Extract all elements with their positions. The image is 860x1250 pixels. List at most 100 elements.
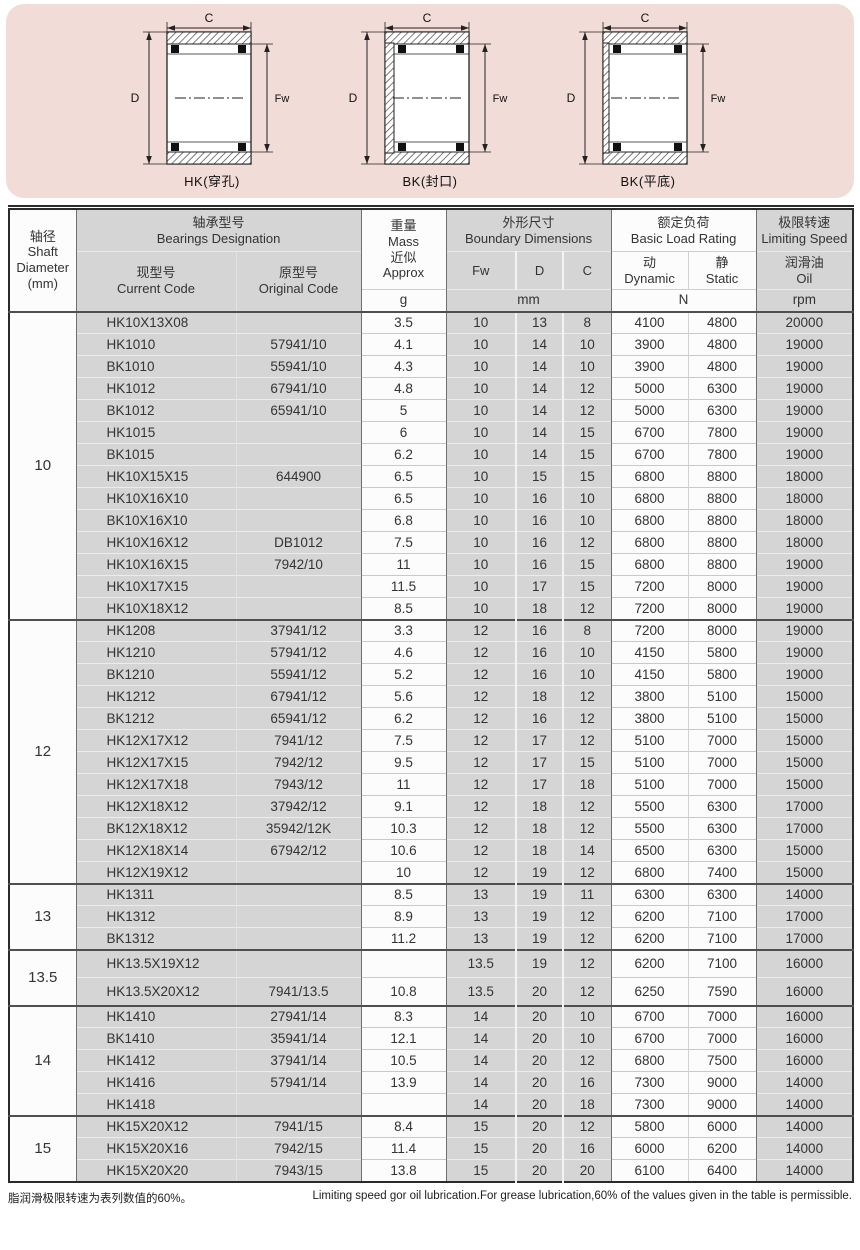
fw-cell: 12 [445, 751, 517, 774]
header-original-code: 原型号 Original Code [235, 251, 362, 312]
header-limiting-speed: 极限转速 Limiting Speed [755, 207, 854, 252]
static-load-cell: 7000 [687, 1004, 757, 1028]
c-cell: 16 [562, 1137, 612, 1160]
original-code-cell: 35942/12K [235, 817, 362, 840]
d-cell: 20 [515, 1159, 564, 1182]
table-body: 10 HK10X13X08 3.5 10 13 8 4100 4800 20000 HK1010 5… [9, 310, 854, 1182]
limiting-speed-cell: 20000 [755, 310, 854, 334]
limiting-speed-cell: 16000 [755, 1004, 854, 1028]
dynamic-load-cell: 6800 [610, 465, 689, 488]
table-row: BK12X18X12 35942/12K 10.3 12 18 12 5500 6300 170… [9, 817, 854, 840]
figure-label: BK(封口) [402, 174, 458, 189]
table-row: HK1015 6 10 14 15 6700 7800 19000 [9, 421, 854, 444]
original-code-cell: 7943/15 [235, 1159, 362, 1182]
c-cell: 12 [562, 861, 612, 884]
d-cell: 17 [515, 773, 564, 796]
current-code-cell: BK1210 [75, 663, 236, 686]
c-cell: 12 [562, 1114, 612, 1138]
d-cell: 17 [515, 751, 564, 774]
unit-dims: mm [445, 289, 612, 312]
mass-cell: 10 [360, 861, 447, 884]
limiting-speed-cell: 16000 [755, 948, 854, 978]
table-row: HK10X16X12 DB1012 7.5 10 16 12 6800 8800 18000 [9, 531, 854, 554]
limiting-speed-cell: 18000 [755, 487, 854, 510]
header-shaft-diameter: 轴径 Shaft Diameter (mm) [9, 207, 76, 312]
original-code-cell: 27941/14 [235, 1004, 362, 1028]
fw-cell: 13.5 [445, 948, 517, 978]
dynamic-load-cell: 6800 [610, 531, 689, 554]
c-cell: 10 [562, 1004, 612, 1028]
bearing-diagram-hk: C D Fw HK(穿孔) [127, 10, 297, 198]
static-load-cell: 7100 [687, 948, 757, 978]
original-code-cell: 7941/15 [235, 1114, 362, 1138]
dynamic-load-cell: 6500 [610, 839, 689, 862]
dynamic-load-cell: 7200 [610, 597, 689, 620]
original-code-cell [235, 882, 362, 906]
header-static: 静 Static [687, 251, 757, 290]
current-code-cell: HK1212 [75, 685, 236, 708]
header-oil: 润滑油 Oil [755, 251, 854, 290]
bearing-spec-section: 轴径 Shaft Diameter (mm) 轴承型号 Bearings Des… [8, 205, 855, 1206]
current-code-cell: BK1212 [75, 707, 236, 730]
d-cell: 16 [515, 641, 564, 664]
limiting-speed-cell: 19000 [755, 553, 854, 576]
header-c: C [562, 251, 612, 290]
fw-cell: 12 [445, 817, 517, 840]
bearing-spec-table: 轴径 Shaft Diameter (mm) 轴承型号 Bearings Des… [8, 205, 855, 1183]
bearing-cross-section: C D Fw [131, 11, 289, 165]
svg-text:C: C [423, 11, 432, 25]
static-load-cell: 7590 [687, 977, 757, 1006]
bearing-diagram-bk_flat: C D Fw BK(平底) [563, 10, 733, 198]
limiting-speed-cell: 17000 [755, 927, 854, 950]
table-row: BK1010 55941/10 4.3 10 14 10 3900 4800 19000 [9, 355, 854, 378]
d-cell: 17 [515, 729, 564, 752]
mass-cell: 6.5 [360, 465, 447, 488]
footnotes: 脂润滑极限转速为表列数值的60%。 Limiting speed gor oil… [8, 1190, 852, 1206]
original-code-cell [235, 310, 362, 334]
table-header: 轴径 Shaft Diameter (mm) 轴承型号 Bearings Des… [9, 207, 854, 312]
mass-cell: 10.8 [360, 977, 447, 1006]
table-row: HK1012 67941/10 4.8 10 14 12 5000 6300 19000 [9, 377, 854, 400]
mass-cell: 13.9 [360, 1071, 447, 1094]
current-code-cell: BK1012 [75, 399, 236, 422]
svg-text:D: D [567, 91, 576, 105]
mass-cell: 12.1 [360, 1027, 447, 1050]
d-cell: 17 [515, 575, 564, 598]
mass-cell: 8.9 [360, 905, 447, 928]
c-cell: 18 [562, 773, 612, 796]
table-row: 13.5 HK13.5X19X12 13.5 19 12 6200 7100 16000 [9, 948, 854, 1006]
c-cell: 10 [562, 487, 612, 510]
current-code-cell: HK12X18X14 [75, 839, 236, 862]
static-load-cell: 6300 [687, 377, 757, 400]
mass-cell: 11 [360, 553, 447, 576]
fw-cell: 14 [445, 1049, 517, 1072]
static-load-cell: 5800 [687, 663, 757, 686]
static-load-cell: 6300 [687, 795, 757, 818]
original-code-cell [235, 948, 362, 978]
svg-text:C: C [205, 11, 214, 25]
current-code-cell: HK1312 [75, 905, 236, 928]
original-code-cell: 67941/12 [235, 685, 362, 708]
d-cell: 18 [515, 817, 564, 840]
original-code-cell: 7942/12 [235, 751, 362, 774]
svg-text:Fw: Fw [493, 93, 508, 105]
current-code-cell: HK10X13X08 [75, 310, 236, 334]
original-code-cell [235, 421, 362, 444]
original-code-cell [235, 443, 362, 466]
dynamic-load-cell: 6300 [610, 882, 689, 906]
shaft-diameter-cell: 12 [9, 618, 76, 884]
dynamic-load-cell: 6200 [610, 927, 689, 950]
c-cell: 20 [562, 1159, 612, 1182]
header-mass: 重量 Mass 近似 Approx [360, 207, 447, 290]
header-basic-load-rating: 额定负荷 Basic Load Rating [610, 207, 757, 252]
table-row: HK12X19X12 10 12 19 12 6800 7400 15000 [9, 861, 854, 884]
table-row: BK1410 35941/14 12.1 14 20 10 6700 7000 16000 [9, 1027, 854, 1050]
mass-cell: 7.5 [360, 531, 447, 554]
current-code-cell: HK1416 [75, 1071, 236, 1094]
header-boundary-dimensions: 外形尺寸 Boundary Dimensions [445, 207, 612, 252]
d-cell: 19 [515, 948, 564, 978]
original-code-cell: 35941/14 [235, 1027, 362, 1050]
d-cell: 16 [515, 618, 564, 642]
dynamic-load-cell: 6100 [610, 1159, 689, 1182]
static-load-cell: 7800 [687, 421, 757, 444]
